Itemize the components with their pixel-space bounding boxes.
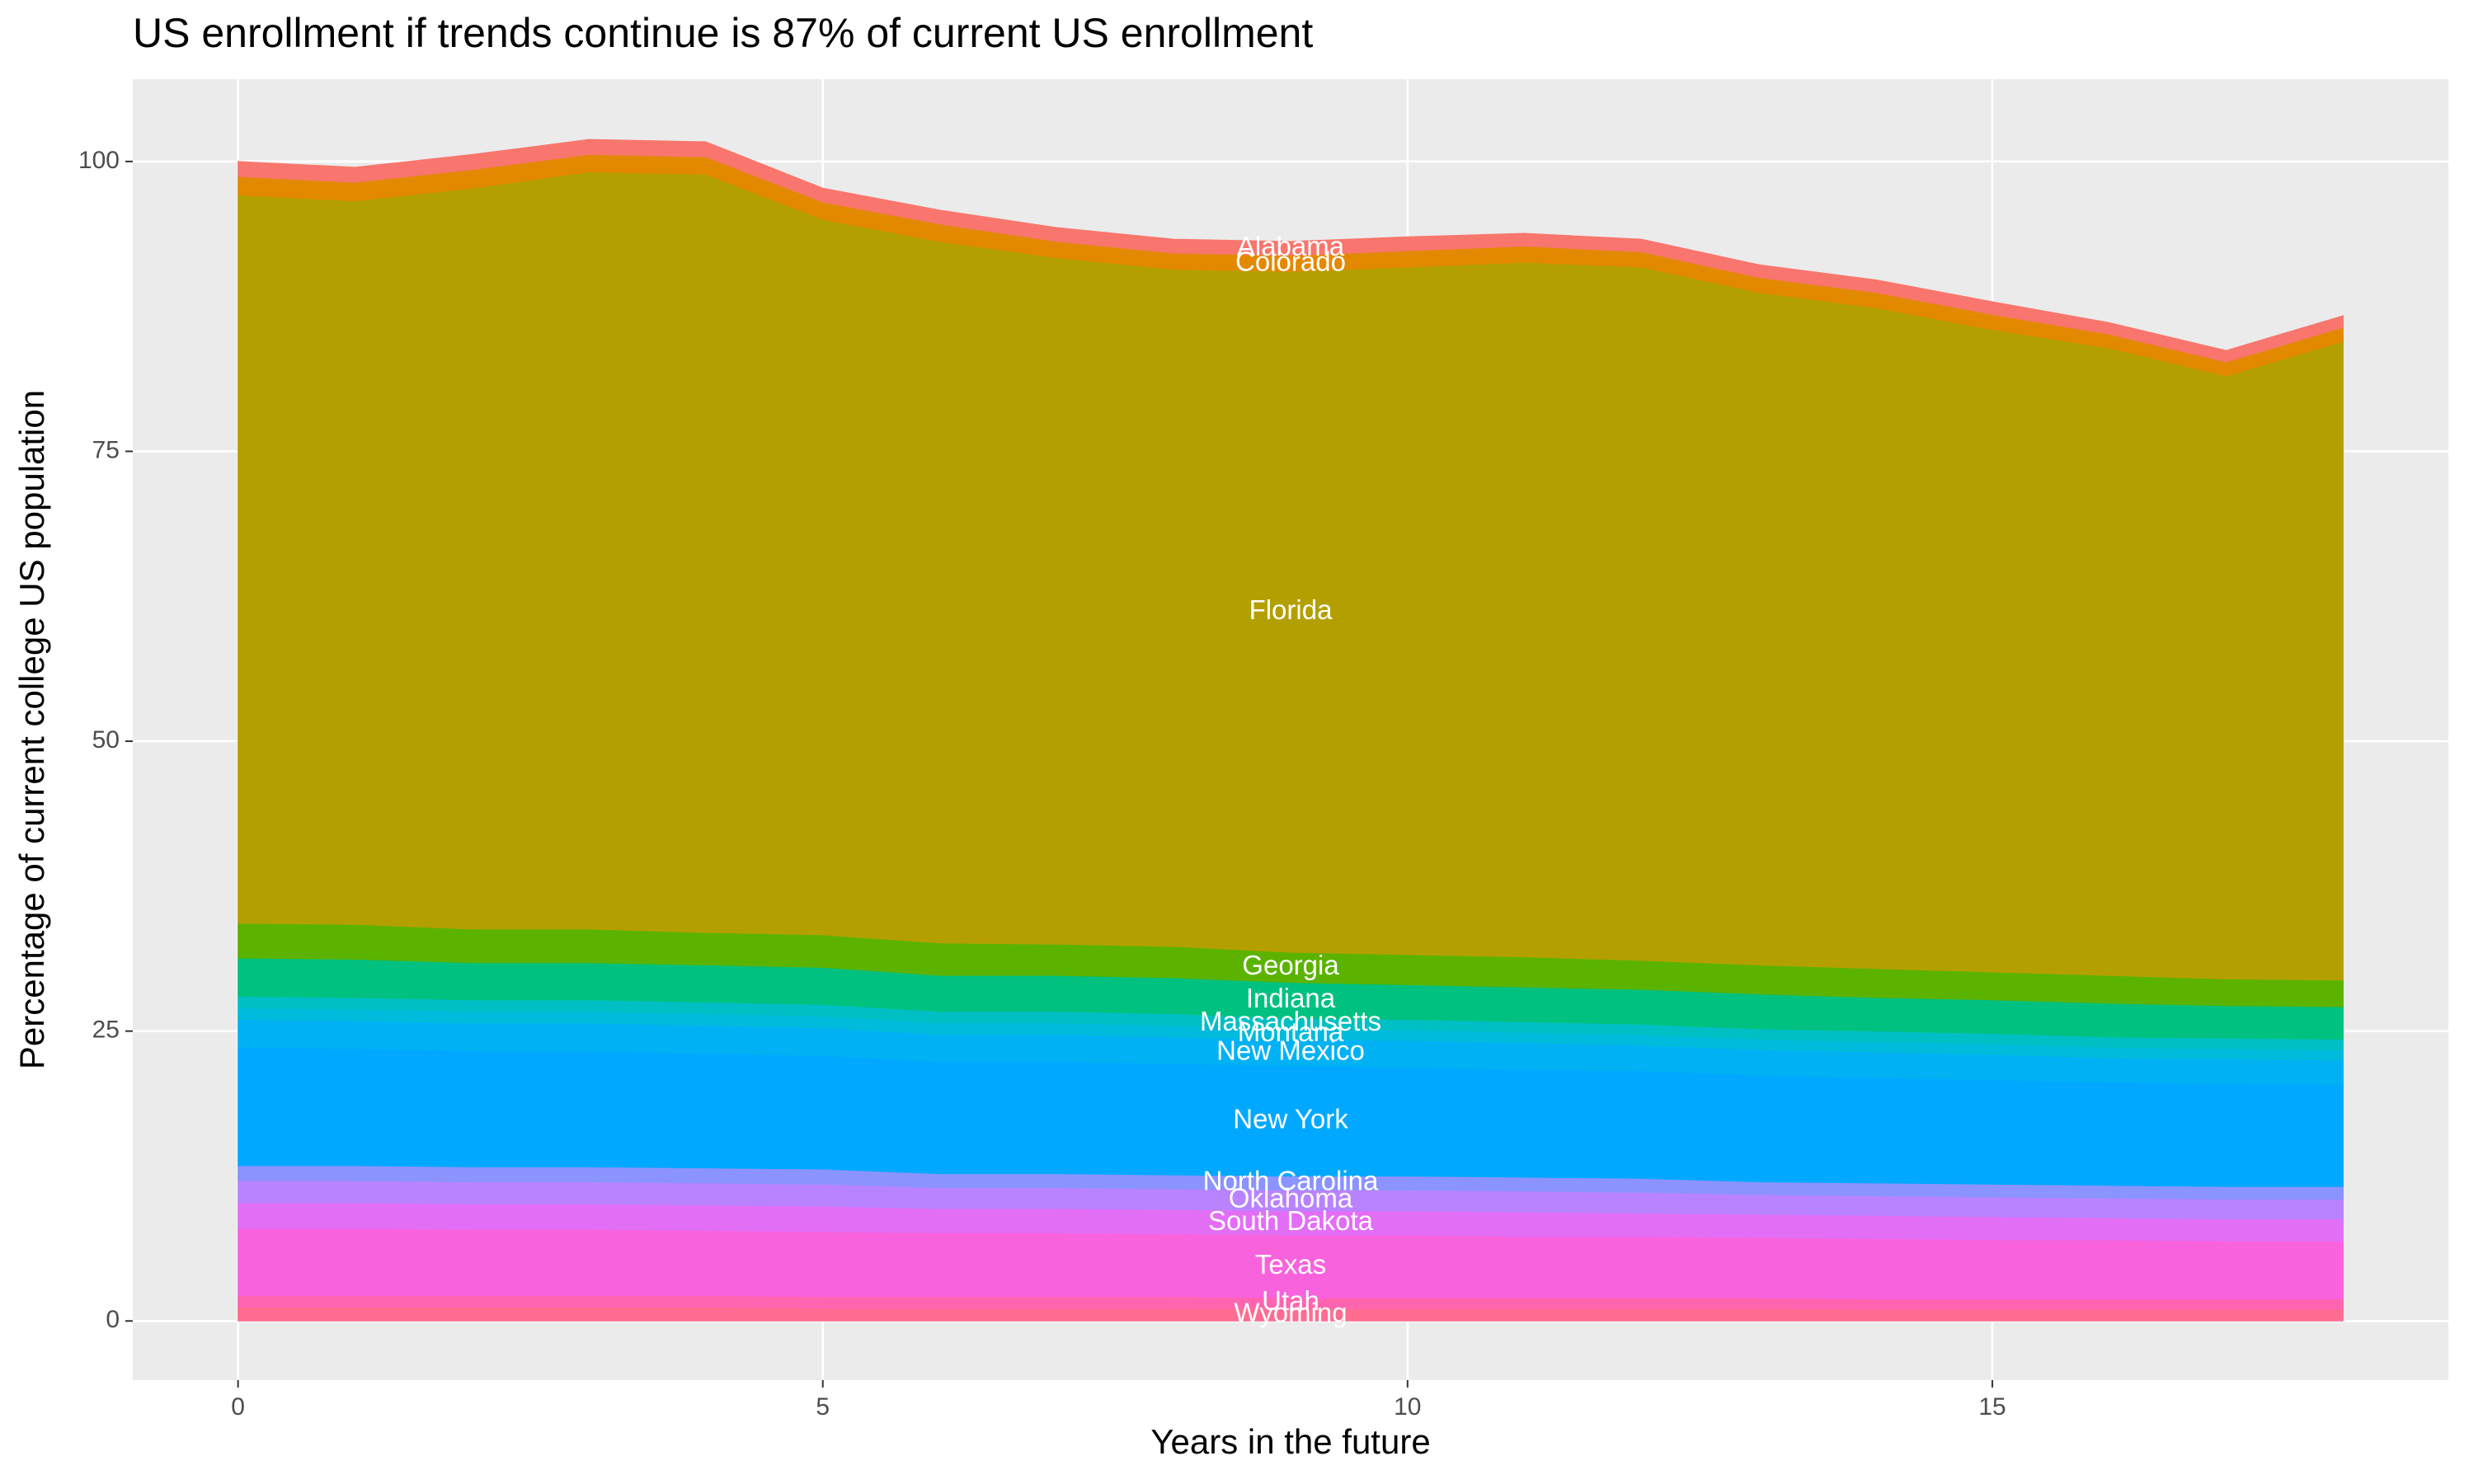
- y-tick-label: 50: [92, 726, 120, 754]
- area-label: Montana: [1238, 1017, 1344, 1047]
- area-label: Utah: [1262, 1285, 1319, 1316]
- area-label: New Mexico: [1216, 1035, 1365, 1065]
- x-tick-label: 0: [231, 1393, 245, 1421]
- area-label: South Dakota: [1208, 1205, 1374, 1236]
- axes: 0 25 50 75 100 0 5 10 15: [78, 147, 2006, 1421]
- x-tick-label: 10: [1394, 1393, 1421, 1421]
- area-label: North Carolina: [1203, 1166, 1379, 1196]
- chart-title: US enrollment if trends continue is 87% …: [133, 10, 1313, 56]
- area-label: Texas: [1255, 1249, 1326, 1280]
- x-axis-title: Years in the future: [1150, 1422, 1430, 1461]
- area-label: Florida: [1249, 594, 1333, 625]
- y-tick-label: 75: [92, 436, 120, 463]
- area-label: Georgia: [1242, 950, 1339, 980]
- area-label: Oklahoma: [1229, 1183, 1353, 1214]
- y-tick-label: 25: [92, 1017, 120, 1044]
- area-label: Colorado: [1235, 246, 1346, 276]
- y-axis-title: Percentage of current college US populat…: [12, 390, 51, 1069]
- area-label: Massachusetts: [1200, 1006, 1381, 1036]
- area: [238, 139, 2344, 363]
- y-tick-label: 100: [78, 147, 120, 174]
- y-tick-label: 0: [106, 1306, 120, 1333]
- areas: [238, 139, 2344, 1322]
- area-label: Alabama: [1237, 231, 1345, 261]
- area-label: Indiana: [1246, 983, 1336, 1013]
- x-tick-label: 5: [816, 1393, 830, 1421]
- x-tick-label: 15: [1978, 1393, 2006, 1421]
- area-label: Wyoming: [1234, 1297, 1347, 1327]
- area-label: New York: [1233, 1103, 1348, 1134]
